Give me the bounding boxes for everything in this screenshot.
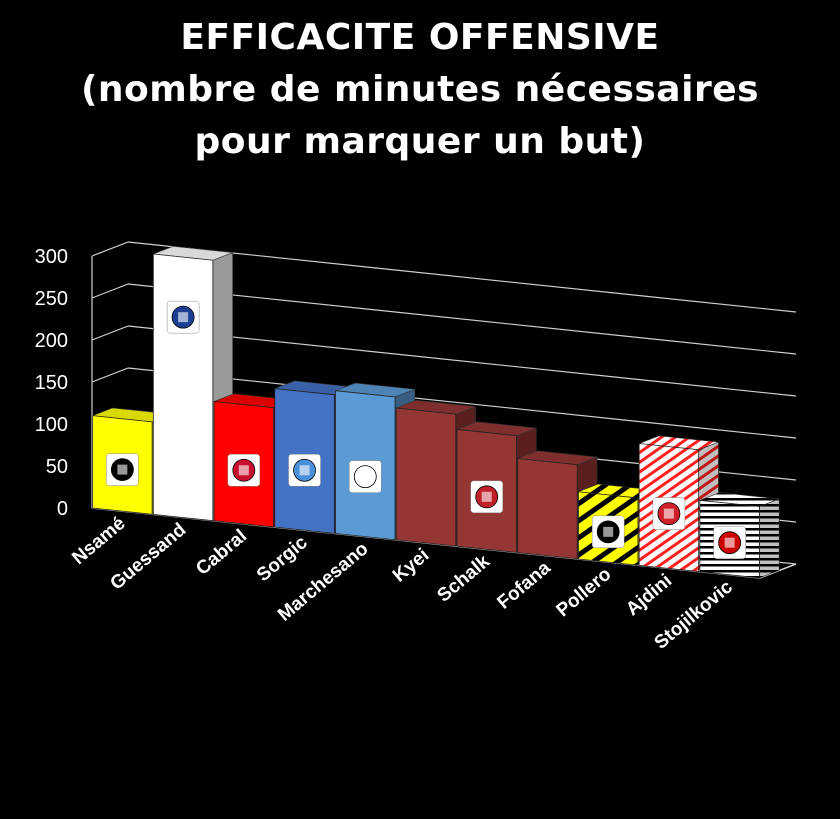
logo-detail <box>178 312 189 323</box>
bar-front-face <box>517 458 578 560</box>
chart-title-line-3: pour marquer un but) <box>194 121 646 162</box>
gridline-side-300 <box>91 241 129 257</box>
servette-logo-icon <box>470 480 503 514</box>
bars-layer <box>92 246 780 579</box>
y-tick-label: 250 <box>35 288 68 310</box>
logo-detail <box>481 491 492 502</box>
logo-detail <box>299 465 310 476</box>
x-tick-label-kyei: Kyei <box>389 545 433 587</box>
basel-logo-icon <box>227 453 261 487</box>
gridline-300 <box>127 241 797 313</box>
y-tick-label: 200 <box>35 330 68 352</box>
x-tick-label-nsamé: Nsamé <box>68 513 129 569</box>
x-tick-label-sorgic: Sorgic <box>253 532 312 586</box>
y-tick-label: 300 <box>35 246 68 268</box>
bar-side-shade <box>759 498 780 578</box>
x-tick-label-ajdini: Ajdini <box>622 570 676 620</box>
logo-detail <box>724 537 735 548</box>
y-tick-label: 100 <box>35 414 68 436</box>
y-tick-label: 150 <box>35 372 68 394</box>
logo-detail <box>663 508 674 519</box>
x-tick-label-cabral: Cabral <box>192 526 251 580</box>
sion-logo-icon <box>652 497 686 530</box>
yb-logo-icon <box>106 453 139 486</box>
gridline-250 <box>127 283 797 355</box>
bar-stojilkovic <box>699 492 780 579</box>
y-tick-label: 0 <box>57 498 68 520</box>
logo-detail <box>603 526 614 537</box>
lausanne-logo-icon <box>166 300 200 334</box>
gridline-side-150 <box>91 367 129 383</box>
bar-fofana <box>517 450 598 560</box>
luzern-logo-icon <box>288 454 321 487</box>
chart-title-line-1: EFFICACITE OFFENSIVE <box>180 17 660 58</box>
x-tick-label-pollero: Pollero <box>553 564 616 621</box>
gridline-side-200 <box>91 325 129 341</box>
fcsg-logo-icon <box>591 515 625 549</box>
zurich-logo-icon <box>349 460 382 493</box>
gridline-200 <box>127 325 797 397</box>
gridline-side-250 <box>91 283 129 299</box>
bar-front-face <box>152 253 214 522</box>
x-tick-label-fofana: Fofana <box>493 557 555 613</box>
y-tick-label: 50 <box>46 456 68 478</box>
gridline-150 <box>127 367 797 439</box>
x-tick-label-schalk: Schalk <box>434 551 495 607</box>
bar-front-face <box>395 407 457 547</box>
logo-detail <box>238 465 249 476</box>
bar-ajdini <box>638 435 719 573</box>
chart-title-line-2: (nombre de minutes nécessaires <box>80 69 760 110</box>
logo-detail <box>117 464 128 475</box>
gc-logo-icon <box>713 526 746 559</box>
logo-detail <box>360 471 371 482</box>
